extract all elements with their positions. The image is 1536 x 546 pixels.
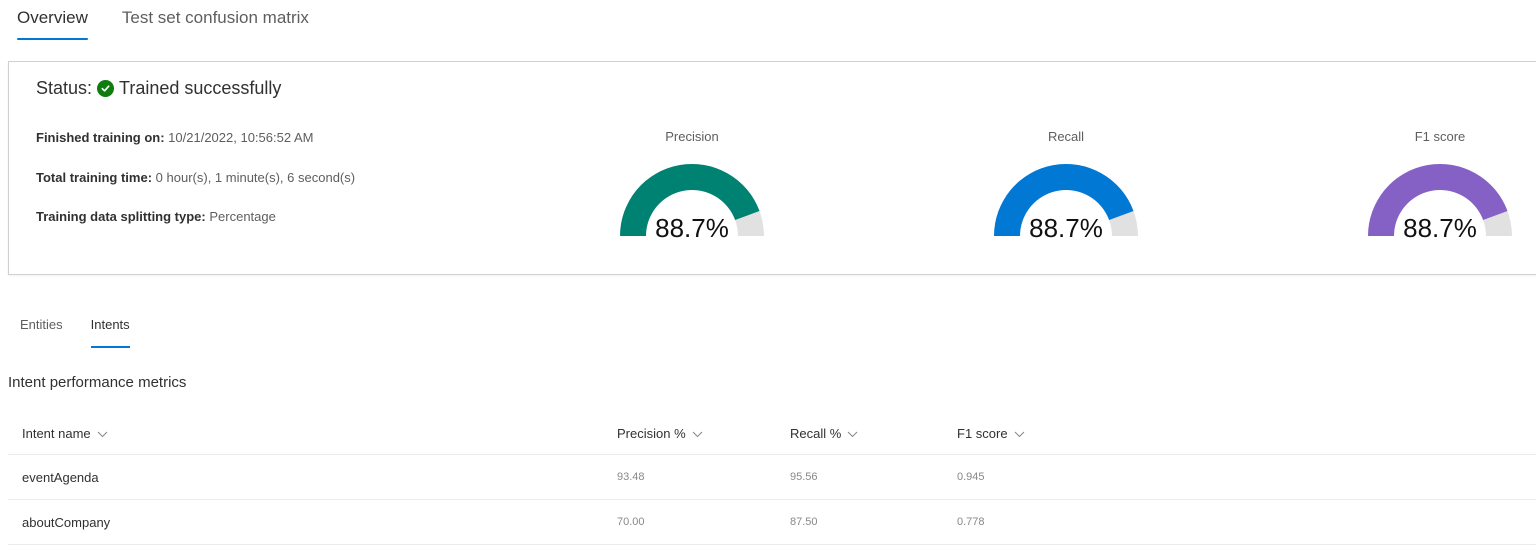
recall-gauge-arc: [994, 164, 1138, 236]
table-header-row: Intent name Precision % Recall % F1 scor…: [8, 412, 1536, 455]
gauge-label: Precision: [665, 129, 719, 144]
metrics-tab-bar: Entities Intents: [20, 314, 158, 348]
splitting-type-info: Training data splitting type: Percentage: [36, 209, 276, 224]
f1-score-cell: 0.945: [957, 471, 985, 483]
column-header-precision[interactable]: Precision %: [617, 426, 703, 441]
status-label: Status:: [36, 78, 93, 98]
f1-score-gauge-arc: [1368, 164, 1512, 236]
tab-test-set-confusion-matrix[interactable]: Test set confusion matrix: [121, 8, 309, 27]
intent-metrics-table: Intent name Precision % Recall % F1 scor…: [8, 412, 1536, 545]
column-header-f1-score[interactable]: F1 score: [957, 426, 1025, 441]
table-row[interactable]: eventAgenda 93.48 95.56 0.945: [8, 455, 1536, 500]
gauge-value: 88.7%: [1403, 213, 1477, 243]
f1-score-gauge: F1 score 88.7%: [1355, 129, 1525, 243]
chevron-down-icon: [97, 431, 108, 437]
time-label: Total training time:: [36, 170, 153, 185]
finished-label: Finished training on:: [36, 130, 165, 145]
intent-name-cell: aboutCompany: [22, 514, 111, 530]
status-value: Trained successfully: [119, 78, 282, 98]
status-line: Status: Trained successfully: [36, 78, 281, 99]
chevron-down-icon: [847, 431, 858, 437]
gauge-label: F1 score: [1414, 129, 1466, 144]
precision-cell: 93.48: [617, 471, 645, 483]
chevron-down-icon: [1014, 431, 1024, 437]
tab-entities[interactable]: Entities: [20, 317, 63, 332]
recall-cell: 87.50: [790, 516, 818, 528]
precision-gauge: Precision 88.7%: [607, 129, 777, 243]
finished-value: 10/21/2022, 10:56:52 AM: [168, 130, 314, 145]
precision-cell: 70.00: [617, 516, 645, 528]
top-tab-bar: Overview Test set confusion matrix: [17, 0, 343, 42]
table-row[interactable]: aboutCompany 70.00 87.50 0.778: [8, 500, 1536, 545]
precision-gauge-arc: [620, 164, 764, 236]
section-title: Intent performance metrics: [8, 374, 187, 391]
gauge-value: 88.7%: [1029, 213, 1103, 243]
chevron-down-icon: [692, 431, 702, 437]
training-summary-card: Status: Trained successfully Finished tr…: [8, 61, 1536, 275]
column-header-intent-name[interactable]: Intent name: [22, 426, 108, 441]
time-value: 0 hour(s), 1 minute(s), 6 second(s): [155, 170, 356, 185]
column-header-recall[interactable]: Recall %: [790, 426, 858, 441]
check-circle-icon: [97, 80, 115, 97]
tab-intents[interactable]: Intents: [90, 314, 130, 348]
recall-cell: 95.56: [790, 471, 818, 483]
f1-score-cell: 0.778: [957, 516, 985, 528]
split-value: Percentage: [209, 209, 276, 224]
gauge-label: Recall: [1047, 129, 1085, 144]
finished-training-info: Finished training on: 10/21/2022, 10:56:…: [36, 130, 313, 145]
tab-overview[interactable]: Overview: [17, 0, 88, 42]
intent-name-cell: eventAgenda: [22, 469, 99, 485]
split-label: Training data splitting type:: [36, 209, 206, 224]
recall-gauge: Recall 88.7%: [981, 129, 1151, 243]
gauge-value: 88.7%: [655, 213, 729, 243]
training-time-info: Total training time: 0 hour(s), 1 minute…: [36, 170, 355, 185]
